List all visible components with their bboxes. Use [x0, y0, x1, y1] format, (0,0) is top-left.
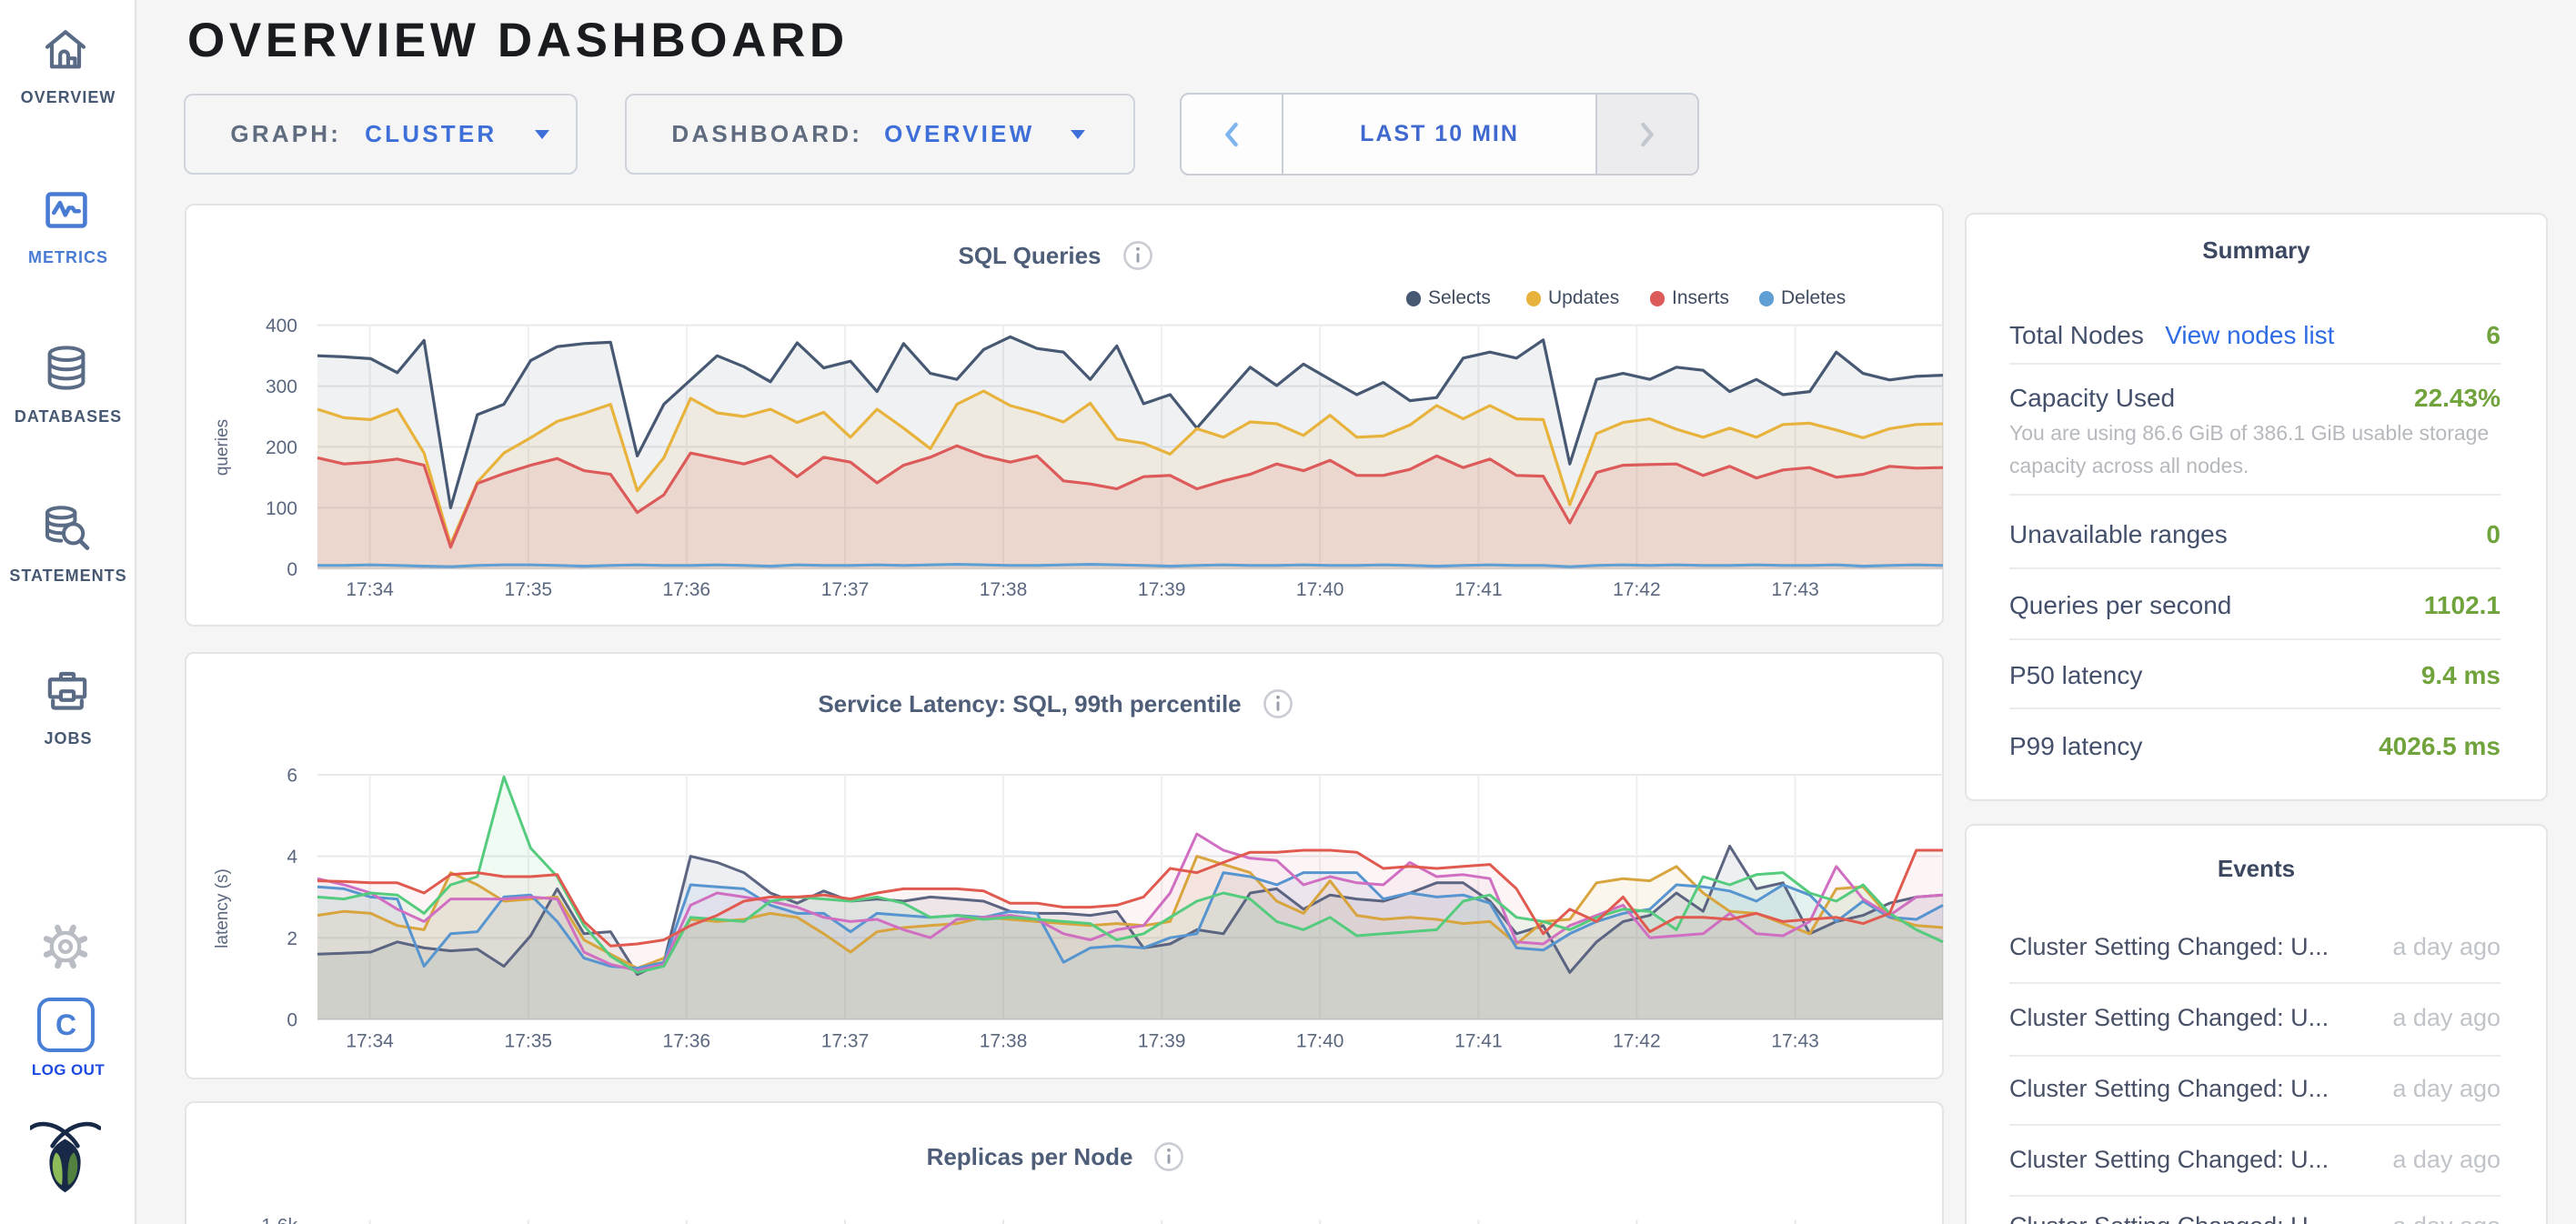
svg-text:17:39: 17:39 — [1138, 1030, 1186, 1051]
svg-text:17:43: 17:43 — [1771, 579, 1819, 600]
svg-text:17:41: 17:41 — [1454, 579, 1503, 600]
svg-text:17:35: 17:35 — [505, 579, 553, 600]
svg-text:17:36: 17:36 — [663, 579, 711, 600]
svg-text:latency (s): latency (s) — [213, 868, 232, 948]
svg-text:17:40: 17:40 — [1296, 1030, 1344, 1051]
svg-text:6: 6 — [287, 766, 297, 787]
svg-text:17:38: 17:38 — [980, 579, 1028, 600]
svg-text:4: 4 — [287, 847, 297, 868]
svg-text:1.6k: 1.6k — [261, 1215, 297, 1224]
svg-text:17:41: 17:41 — [1454, 1030, 1503, 1051]
svg-text:17:42: 17:42 — [1613, 1030, 1661, 1051]
svg-text:0: 0 — [287, 559, 297, 580]
svg-text:queries: queries — [213, 419, 232, 476]
svg-text:17:37: 17:37 — [821, 1030, 870, 1051]
svg-text:17:38: 17:38 — [980, 1030, 1028, 1051]
svg-text:17:40: 17:40 — [1296, 579, 1344, 600]
svg-text:2: 2 — [287, 928, 297, 949]
svg-text:17:37: 17:37 — [821, 579, 870, 600]
svg-text:17:43: 17:43 — [1771, 1030, 1819, 1051]
svg-text:300: 300 — [266, 376, 297, 397]
svg-text:100: 100 — [266, 498, 297, 519]
svg-text:0: 0 — [287, 1010, 297, 1031]
svg-text:400: 400 — [266, 316, 297, 336]
svg-text:17:39: 17:39 — [1138, 579, 1186, 600]
svg-text:17:34: 17:34 — [346, 579, 394, 600]
svg-text:200: 200 — [266, 437, 297, 458]
svg-text:17:42: 17:42 — [1613, 579, 1661, 600]
svg-text:17:35: 17:35 — [505, 1030, 553, 1051]
svg-text:17:34: 17:34 — [346, 1030, 394, 1051]
svg-text:17:36: 17:36 — [663, 1030, 711, 1051]
